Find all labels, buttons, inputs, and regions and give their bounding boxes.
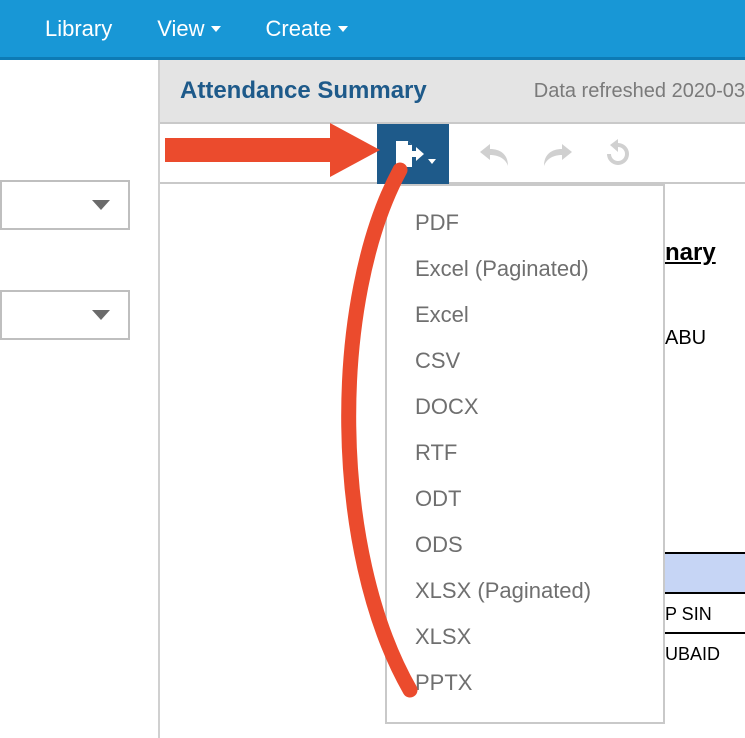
- report-header: Attendance Summary Data refreshed 2020-0…: [160, 60, 745, 124]
- caret-down-icon: [338, 26, 348, 32]
- export-option-excel[interactable]: Excel: [387, 292, 663, 338]
- filter-dropdown-1[interactable]: [0, 180, 130, 230]
- history-button-group: [460, 124, 634, 184]
- report-title: Attendance Summary: [180, 77, 427, 105]
- filter-dropdown-2[interactable]: [0, 290, 130, 340]
- export-option-ods[interactable]: ODS: [387, 522, 663, 568]
- undo-icon[interactable]: [478, 140, 512, 168]
- nav-create-label: Create: [266, 16, 332, 42]
- export-button[interactable]: [377, 124, 449, 184]
- main-area: Attendance Summary Data refreshed 2020-0…: [0, 60, 745, 738]
- nav-library-label: Library: [45, 16, 112, 42]
- export-option-pdf[interactable]: PDF: [387, 200, 663, 246]
- content-area: Attendance Summary Data refreshed 2020-0…: [160, 60, 745, 738]
- export-icon: [390, 137, 424, 171]
- top-nav: Library View Create: [0, 0, 745, 60]
- export-option-excel-paginated[interactable]: Excel (Paginated): [387, 246, 663, 292]
- export-option-csv[interactable]: CSV: [387, 338, 663, 384]
- caret-down-icon: [211, 26, 221, 32]
- export-option-odt[interactable]: ODT: [387, 476, 663, 522]
- export-option-rtf[interactable]: RTF: [387, 430, 663, 476]
- redo-icon[interactable]: [540, 140, 574, 168]
- report-toolbar: Back: [160, 124, 745, 184]
- table-row-divider: [665, 632, 745, 634]
- caret-down-icon: [428, 159, 436, 164]
- export-option-docx[interactable]: DOCX: [387, 384, 663, 430]
- report-body-fragment: nary ABU P SIN UBAID: [665, 184, 745, 350]
- back-button[interactable]: Back: [180, 140, 233, 166]
- nav-create[interactable]: Create: [266, 16, 348, 42]
- export-option-xlsx-paginated[interactable]: XLSX (Paginated): [387, 568, 663, 614]
- table-cell-fragment: P SIN: [665, 604, 712, 625]
- caret-down-icon: [92, 310, 110, 320]
- export-option-xlsx[interactable]: XLSX: [387, 614, 663, 660]
- export-option-pptx[interactable]: PPTX: [387, 660, 663, 706]
- nav-view[interactable]: View: [157, 16, 220, 42]
- report-body-text-fragment: ABU: [665, 327, 745, 350]
- nav-view-label: View: [157, 16, 204, 42]
- table-header-row: [665, 552, 745, 594]
- export-format-menu: PDF Excel (Paginated) Excel CSV DOCX RTF…: [385, 184, 665, 724]
- reset-icon[interactable]: [602, 139, 634, 169]
- caret-down-icon: [92, 200, 110, 210]
- table-cell-fragment: UBAID: [665, 644, 720, 665]
- report-body-title-fragment: nary: [665, 239, 745, 267]
- data-refreshed-label: Data refreshed 2020-03: [534, 80, 745, 103]
- sidebar: [0, 60, 160, 738]
- nav-library[interactable]: Library: [45, 16, 112, 42]
